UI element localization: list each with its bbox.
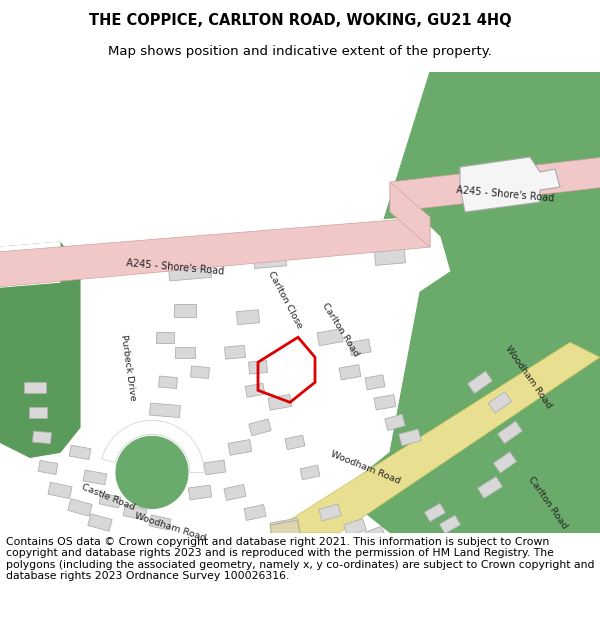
- Polygon shape: [399, 429, 421, 446]
- Text: Map shows position and indicative extent of the property.: Map shows position and indicative extent…: [108, 45, 492, 58]
- Polygon shape: [488, 392, 512, 413]
- Polygon shape: [270, 520, 300, 539]
- Polygon shape: [102, 421, 204, 472]
- Polygon shape: [48, 482, 72, 499]
- Polygon shape: [29, 407, 47, 418]
- Polygon shape: [340, 272, 600, 532]
- Text: Castle Road: Castle Road: [80, 482, 136, 512]
- Polygon shape: [204, 460, 226, 475]
- Polygon shape: [228, 439, 252, 455]
- Polygon shape: [32, 431, 52, 444]
- Polygon shape: [249, 419, 271, 436]
- Text: A245 - Shore's Road: A245 - Shore's Road: [455, 185, 554, 203]
- Text: Woodham Road: Woodham Road: [329, 449, 401, 486]
- Polygon shape: [175, 347, 195, 358]
- Polygon shape: [365, 526, 385, 542]
- Polygon shape: [497, 421, 523, 444]
- Polygon shape: [83, 470, 107, 485]
- Polygon shape: [365, 375, 385, 390]
- Polygon shape: [245, 383, 265, 398]
- Polygon shape: [244, 504, 266, 521]
- Polygon shape: [424, 503, 446, 522]
- Polygon shape: [385, 414, 405, 431]
- Polygon shape: [0, 242, 60, 287]
- Text: THE COPPICE, CARLTON ROAD, WOKING, GU21 4HQ: THE COPPICE, CARLTON ROAD, WOKING, GU21 …: [89, 12, 511, 28]
- Polygon shape: [156, 332, 174, 342]
- Polygon shape: [88, 514, 112, 531]
- Polygon shape: [0, 217, 450, 532]
- Text: Contains OS data © Crown copyright and database right 2021. This information is : Contains OS data © Crown copyright and d…: [6, 536, 595, 581]
- Polygon shape: [390, 182, 430, 247]
- Polygon shape: [300, 465, 320, 479]
- Text: Woodham Road: Woodham Road: [503, 344, 553, 411]
- Text: Carlton Road: Carlton Road: [527, 475, 569, 530]
- Polygon shape: [248, 361, 268, 374]
- Polygon shape: [0, 217, 430, 287]
- Polygon shape: [224, 346, 245, 359]
- Text: Woodham Road: Woodham Road: [133, 512, 207, 543]
- Polygon shape: [0, 242, 80, 458]
- Text: Carlton Road: Carlton Road: [320, 302, 360, 359]
- Text: Carlton Close: Carlton Close: [266, 270, 304, 331]
- Polygon shape: [38, 461, 58, 474]
- Polygon shape: [460, 157, 560, 212]
- Polygon shape: [224, 484, 246, 501]
- Polygon shape: [99, 493, 121, 508]
- Text: Purbeck Drive: Purbeck Drive: [119, 334, 137, 401]
- Polygon shape: [319, 504, 341, 521]
- Polygon shape: [467, 371, 493, 394]
- Polygon shape: [493, 452, 517, 473]
- Text: A245 - Shore's Road: A245 - Shore's Road: [125, 258, 224, 276]
- Polygon shape: [149, 403, 181, 418]
- Polygon shape: [270, 518, 300, 537]
- Polygon shape: [285, 435, 305, 449]
- Polygon shape: [330, 72, 600, 532]
- Polygon shape: [149, 515, 171, 530]
- Polygon shape: [268, 394, 292, 410]
- Polygon shape: [374, 249, 406, 266]
- Polygon shape: [123, 505, 147, 520]
- Polygon shape: [69, 445, 91, 459]
- Polygon shape: [339, 364, 361, 380]
- Polygon shape: [68, 499, 92, 516]
- Polygon shape: [317, 329, 343, 346]
- Polygon shape: [390, 157, 600, 212]
- Polygon shape: [191, 366, 209, 379]
- Polygon shape: [270, 342, 600, 532]
- Polygon shape: [174, 304, 196, 317]
- Polygon shape: [374, 394, 396, 410]
- Polygon shape: [188, 485, 212, 500]
- Polygon shape: [253, 252, 287, 269]
- Polygon shape: [158, 376, 178, 389]
- Polygon shape: [439, 515, 461, 534]
- Polygon shape: [24, 382, 46, 392]
- Polygon shape: [236, 310, 260, 324]
- Polygon shape: [349, 339, 371, 356]
- Polygon shape: [169, 263, 212, 281]
- Polygon shape: [344, 519, 367, 536]
- Polygon shape: [478, 476, 503, 498]
- Polygon shape: [116, 436, 188, 509]
